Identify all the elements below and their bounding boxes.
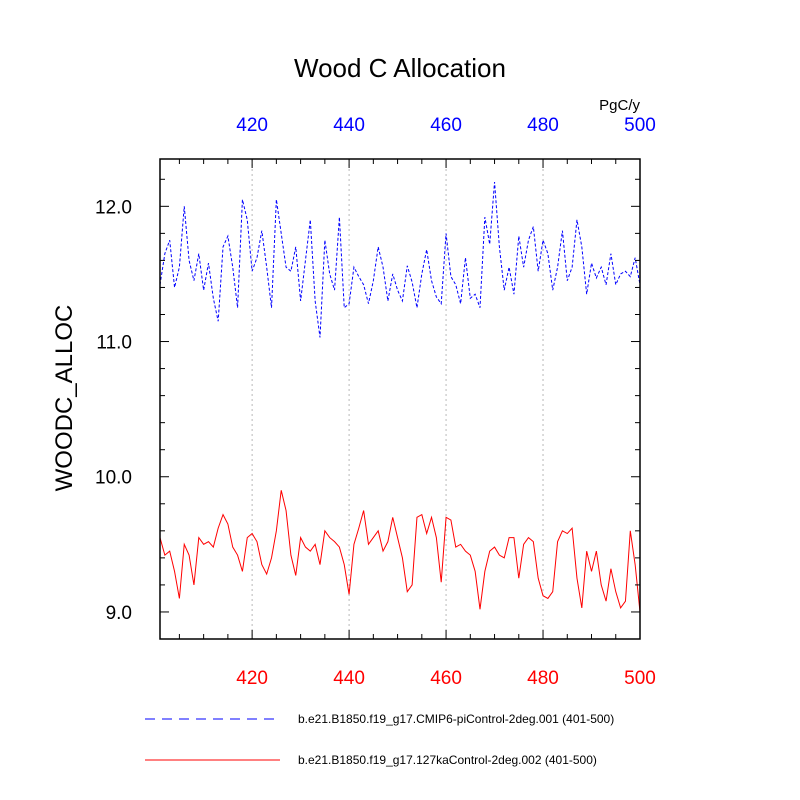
series-line-2 xyxy=(159,490,641,613)
x-tick-label-top: 480 xyxy=(527,115,559,136)
axis-ticks xyxy=(160,159,641,639)
x-tick-label-top: 460 xyxy=(430,115,462,136)
y-tick-label: 11.0 xyxy=(96,333,132,354)
x-tick-label-bottom: 420 xyxy=(236,668,268,689)
x-tick-label-bottom: 480 xyxy=(527,668,559,689)
y-axis-label: WOODC_ALLOC xyxy=(51,305,78,492)
x-tick-label-bottom: 440 xyxy=(333,668,365,689)
x-tick-label-top: 440 xyxy=(333,115,365,136)
x-tick-label-bottom: 500 xyxy=(624,668,656,689)
series-lines xyxy=(159,181,641,613)
legend: b.e21.B1850.f19_g17.CMIP6-piControl-2deg… xyxy=(145,712,614,767)
legend-label-2: b.e21.B1850.f19_g17.127kaControl-2deg.00… xyxy=(298,753,597,767)
y-tick-label: 12.0 xyxy=(95,197,132,218)
x-tick-label-top: 420 xyxy=(236,115,268,136)
tick-labels: 420 420 440 440 460 460 480 480 500 500 9.0 10.0 11.… xyxy=(95,115,656,689)
y-tick-label: 10.0 xyxy=(95,468,132,489)
units-label: PgC/y xyxy=(599,97,640,114)
y-tick-label: 9.0 xyxy=(106,603,132,624)
series-line-1 xyxy=(159,181,641,338)
x-tick-label-top: 500 xyxy=(624,115,656,136)
chart-title: Wood C Allocation xyxy=(294,53,506,83)
legend-label-1: b.e21.B1850.f19_g17.CMIP6-piControl-2deg… xyxy=(298,712,614,726)
plot-frame xyxy=(159,158,641,640)
x-tick-label-bottom: 460 xyxy=(430,668,462,689)
vertical-gridlines xyxy=(251,159,544,639)
